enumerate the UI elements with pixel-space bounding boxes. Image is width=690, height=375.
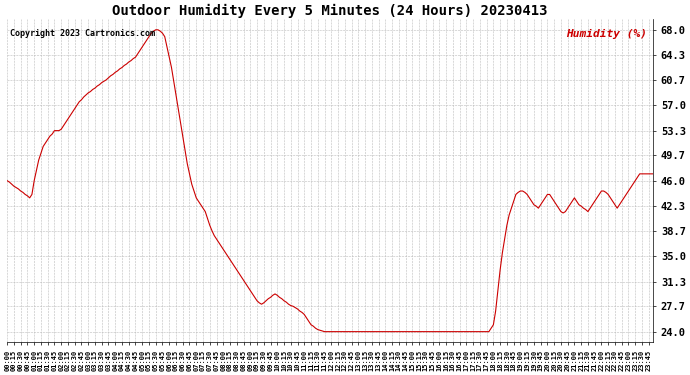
Text: Humidity (%): Humidity (%) xyxy=(566,29,647,39)
Text: Copyright 2023 Cartronics.com: Copyright 2023 Cartronics.com xyxy=(10,29,155,38)
Title: Outdoor Humidity Every 5 Minutes (24 Hours) 20230413: Outdoor Humidity Every 5 Minutes (24 Hou… xyxy=(112,4,548,18)
